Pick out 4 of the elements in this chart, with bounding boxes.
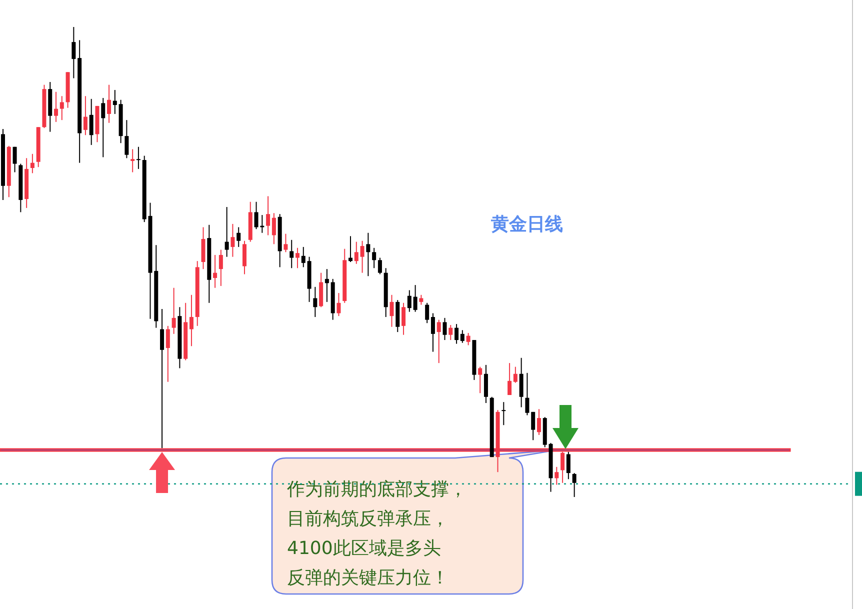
text: 黄金日线 [490,214,563,235]
text: 4100此区域是多头 [287,538,441,559]
text: 目前构筑反弹承压， [287,508,449,530]
text: 反弹的关键压力位！ [287,568,449,588]
